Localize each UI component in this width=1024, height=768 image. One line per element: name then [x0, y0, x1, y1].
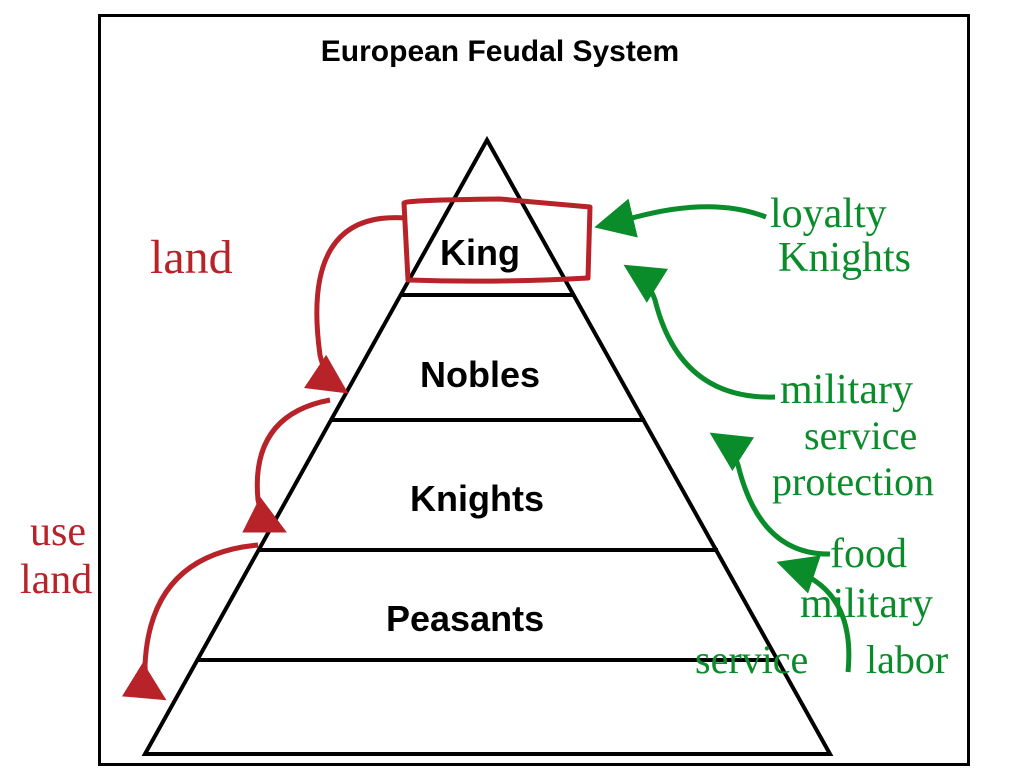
anno-service2: service: [695, 636, 808, 683]
anno-protection: protection: [772, 458, 934, 505]
anno-use: use: [30, 508, 86, 556]
level-knights: Knights: [410, 478, 544, 520]
diagram-title: European Feudal System: [300, 35, 700, 69]
level-king: King: [440, 232, 520, 274]
anno-service1: service: [804, 412, 917, 459]
anno-land2: land: [20, 556, 92, 604]
anno-knights: Knights: [778, 234, 911, 282]
anno-military1: military: [780, 366, 913, 414]
anno-loyalty: loyalty: [770, 190, 887, 238]
anno-military2: military: [800, 580, 933, 628]
anno-land: land: [150, 230, 233, 285]
level-nobles: Nobles: [420, 354, 540, 396]
level-peasants: Peasants: [386, 598, 544, 640]
anno-food: food: [830, 530, 907, 578]
anno-labor: labor: [866, 636, 948, 683]
